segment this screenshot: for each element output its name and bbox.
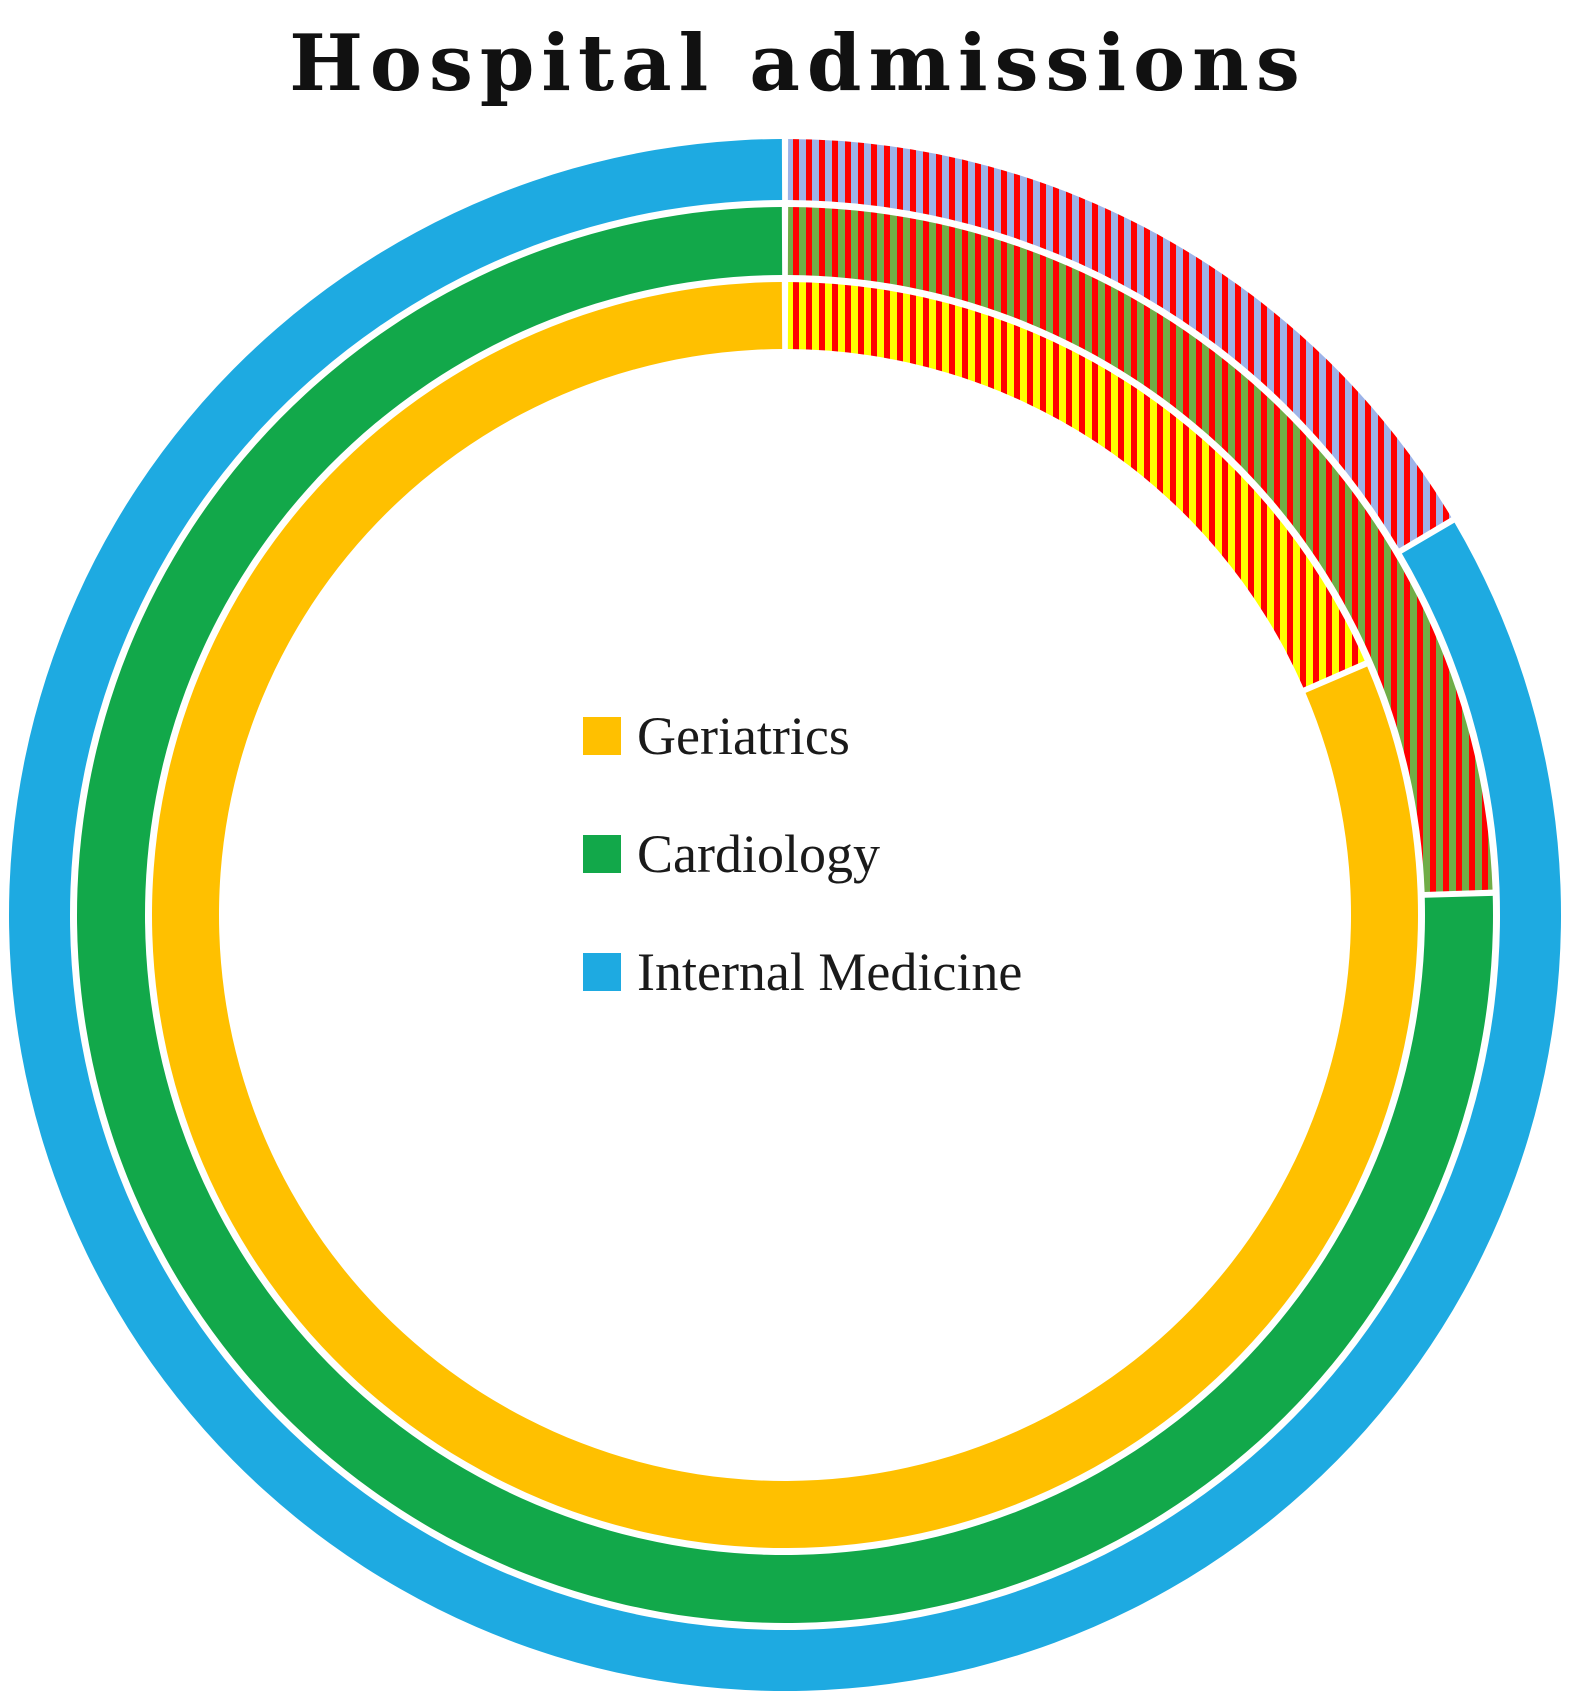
legend-label-internal-medicine: Internal Medicine [637,942,1022,1002]
rings-layer [8,139,1562,1692]
chart-title: Hospital admissions [289,18,1307,109]
ring-geriatrics-hatched-segment [787,282,1365,688]
legend: Geriatrics Cardiology Internal Medicine [583,706,1022,1002]
legend-swatch-cardiology [583,835,621,873]
ring-cardiology-hatched-segment [787,207,1493,893]
legend-swatch-geriatrics [583,717,621,755]
legend-swatch-internal-medicine [583,953,621,991]
ring-internal-medicine-hatched-segment [787,139,1452,549]
legend-label-cardiology: Cardiology [637,824,880,884]
legend-label-geriatrics: Geriatrics [637,706,850,766]
